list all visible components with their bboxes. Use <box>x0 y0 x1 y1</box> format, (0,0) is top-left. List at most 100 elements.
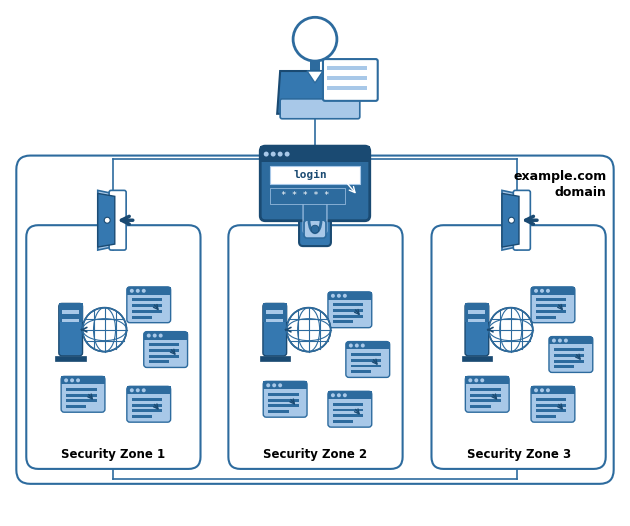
Circle shape <box>331 393 335 397</box>
Circle shape <box>558 339 562 342</box>
Circle shape <box>468 378 472 382</box>
Circle shape <box>278 151 283 157</box>
Bar <box>462 356 492 361</box>
Bar <box>132 398 163 401</box>
Bar <box>351 353 381 356</box>
Bar <box>471 388 501 391</box>
Text: example.com
domain: example.com domain <box>513 170 607 199</box>
Bar <box>132 316 152 319</box>
FancyBboxPatch shape <box>144 331 188 368</box>
Bar <box>127 287 171 295</box>
Bar <box>328 292 372 300</box>
Circle shape <box>546 388 550 392</box>
FancyBboxPatch shape <box>299 185 331 246</box>
Circle shape <box>104 217 110 223</box>
Circle shape <box>287 308 331 351</box>
Bar <box>471 393 501 397</box>
Bar <box>132 409 163 412</box>
Circle shape <box>272 383 276 387</box>
Circle shape <box>480 378 484 382</box>
FancyBboxPatch shape <box>328 292 372 328</box>
Circle shape <box>343 294 347 298</box>
Circle shape <box>540 388 544 392</box>
Circle shape <box>540 289 544 293</box>
Circle shape <box>361 343 365 348</box>
Polygon shape <box>502 190 521 250</box>
Bar <box>266 310 284 313</box>
FancyBboxPatch shape <box>304 220 326 238</box>
FancyBboxPatch shape <box>263 304 287 356</box>
Bar <box>66 399 96 402</box>
FancyBboxPatch shape <box>531 386 575 422</box>
Bar <box>59 304 83 322</box>
Bar <box>469 310 485 313</box>
Circle shape <box>147 333 151 338</box>
Circle shape <box>474 378 478 382</box>
Bar <box>132 310 163 313</box>
Bar <box>327 76 367 80</box>
Circle shape <box>489 308 533 351</box>
Bar <box>149 360 169 363</box>
Circle shape <box>76 378 80 382</box>
Circle shape <box>508 217 515 223</box>
FancyBboxPatch shape <box>229 225 403 469</box>
Bar <box>144 331 188 339</box>
Bar <box>66 388 96 391</box>
Bar <box>554 360 585 362</box>
Bar <box>270 166 360 184</box>
Bar <box>549 337 593 345</box>
Bar <box>536 316 556 319</box>
Circle shape <box>534 388 538 392</box>
Bar <box>61 377 105 385</box>
Bar <box>333 309 364 312</box>
Bar <box>333 320 353 323</box>
Bar <box>351 365 381 368</box>
Polygon shape <box>98 194 115 247</box>
Bar <box>66 405 86 408</box>
FancyBboxPatch shape <box>549 337 593 372</box>
FancyBboxPatch shape <box>432 225 605 469</box>
Bar <box>351 370 371 373</box>
Bar <box>333 414 364 417</box>
Text: Security Zone 2: Security Zone 2 <box>263 448 367 461</box>
Polygon shape <box>502 194 519 247</box>
Circle shape <box>564 339 568 342</box>
Bar <box>465 304 489 322</box>
Bar <box>346 341 390 349</box>
Bar <box>266 319 284 322</box>
Circle shape <box>159 333 163 338</box>
Bar <box>327 86 367 90</box>
FancyBboxPatch shape <box>328 391 372 427</box>
Circle shape <box>142 388 146 392</box>
FancyBboxPatch shape <box>323 59 378 101</box>
Bar <box>62 310 79 313</box>
FancyBboxPatch shape <box>346 341 390 377</box>
Bar <box>536 415 556 418</box>
Bar <box>66 393 96 397</box>
Bar <box>55 356 86 361</box>
Bar <box>149 349 179 352</box>
Text: Security Zone 3: Security Zone 3 <box>467 448 571 461</box>
FancyBboxPatch shape <box>280 99 360 119</box>
Polygon shape <box>307 71 323 83</box>
Circle shape <box>343 393 347 397</box>
Circle shape <box>136 289 140 293</box>
Circle shape <box>331 294 335 298</box>
FancyBboxPatch shape <box>513 190 530 250</box>
FancyBboxPatch shape <box>59 304 83 356</box>
Bar <box>466 377 509 385</box>
Bar <box>260 146 370 162</box>
Bar <box>149 343 179 346</box>
Circle shape <box>83 308 127 351</box>
Bar <box>268 404 299 407</box>
Bar <box>62 319 79 322</box>
FancyBboxPatch shape <box>303 190 327 234</box>
Circle shape <box>152 333 157 338</box>
Bar <box>132 304 163 307</box>
Circle shape <box>64 378 68 382</box>
Bar <box>270 188 345 204</box>
Circle shape <box>266 383 270 387</box>
Bar <box>127 386 171 394</box>
FancyBboxPatch shape <box>465 304 489 356</box>
Circle shape <box>285 151 290 157</box>
